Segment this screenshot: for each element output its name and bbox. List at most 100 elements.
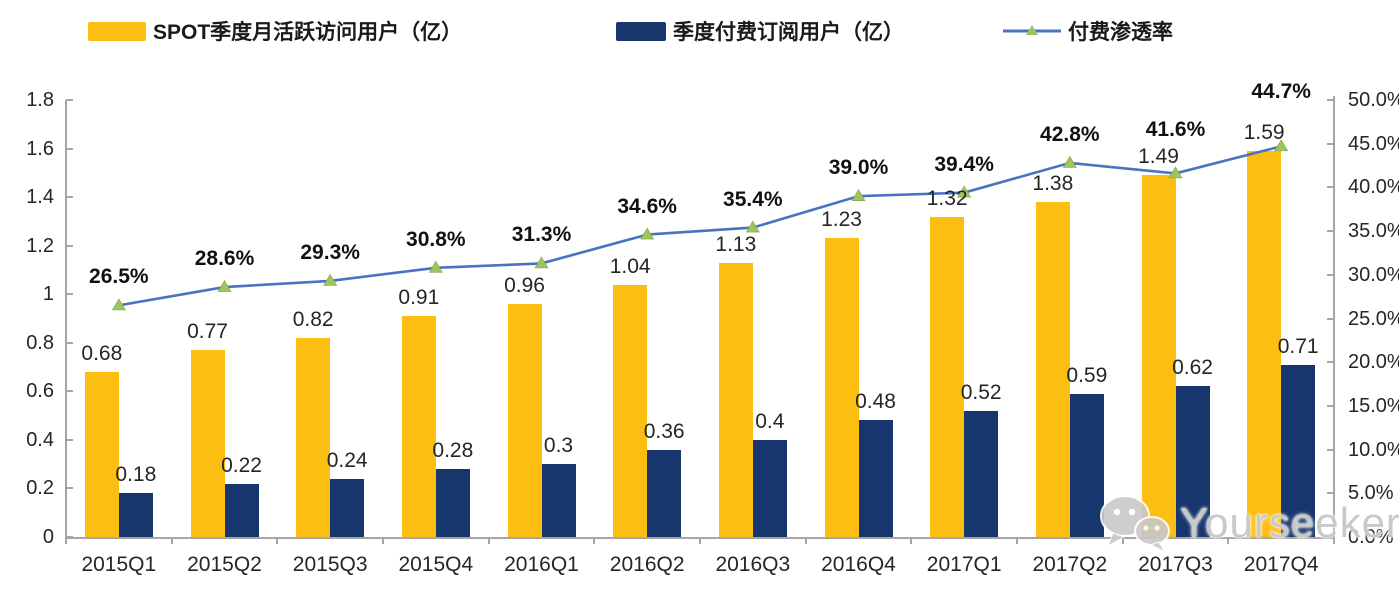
right-axis-tick-label: 35.0% (1348, 220, 1399, 243)
left-axis-tick-label: 0.8 (26, 331, 54, 354)
right-axis-tick-label: 30.0% (1348, 263, 1399, 286)
legend-label-mau: SPOT季度月活跃访问用户（亿） (153, 21, 463, 44)
mau-bar (84, 371, 119, 537)
penetration-label: 29.3% (300, 240, 360, 264)
left-axis-tick-label: 1.6 (26, 137, 54, 160)
x-axis-label: 2016Q2 (609, 553, 685, 576)
triangle-marker (745, 220, 760, 233)
watermark-text: Yourseeker (1180, 499, 1399, 546)
x-axis-tick (382, 537, 384, 544)
subscribers-value-label: 0.22 (221, 453, 262, 477)
subscribers-bar (224, 483, 259, 537)
penetration-line-icon (1003, 25, 1061, 35)
subscribers-bar (1069, 393, 1104, 537)
subscribers-value-label: 0.28 (432, 439, 474, 463)
triangle-marker (323, 273, 338, 286)
subscribers-bar (1175, 386, 1210, 537)
x-axis-tick (170, 537, 173, 544)
right-axis-tick (1327, 361, 1334, 364)
x-axis-label: 2015Q2 (187, 553, 262, 576)
mau-value-label: 0.82 (292, 307, 334, 331)
penetration-label: 42.8% (1040, 122, 1100, 146)
x-axis-tick (1333, 537, 1335, 544)
x-axis-label: 2016Q4 (821, 553, 896, 576)
triangle-marker (1062, 155, 1077, 168)
right-axis-tick-label: 0.0% (1348, 526, 1394, 548)
subscribers-bar (752, 439, 787, 537)
x-axis-label: 2016Q1 (504, 553, 579, 576)
triangle-marker (217, 279, 232, 292)
right-axis-tick (1327, 230, 1334, 233)
subscribers-bar (858, 420, 893, 537)
subscribers-value-label: 0.62 (1172, 356, 1213, 380)
right-axis-line (1333, 96, 1335, 537)
subscribers-bar (435, 469, 470, 537)
left-axis-tick-label: 0 (42, 526, 54, 548)
penetration-label: 44.7% (1251, 80, 1311, 104)
left-axis-tick (66, 293, 73, 296)
x-axis-tick (1016, 537, 1018, 544)
subscribers-bar (541, 464, 576, 537)
legend-item-subscribers: 季度付费订阅用户（亿） (616, 19, 904, 44)
mau-value-label: 0.68 (81, 341, 123, 365)
x-axis-tick (65, 537, 67, 544)
subscribers-value-label: 0.18 (115, 463, 157, 487)
penetration-label: 26.5% (89, 265, 149, 289)
left-axis-tick-label: 0.4 (26, 428, 54, 451)
penetration-label: 35.4% (723, 187, 783, 211)
mau-bar (718, 262, 753, 537)
right-axis-tick (1327, 142, 1334, 145)
subscribers-value-label: 0.4 (755, 409, 785, 433)
left-axis-tick (66, 244, 73, 247)
penetration-label: 31.3% (511, 223, 572, 247)
mau-value-label: 1.38 (1032, 171, 1074, 195)
penetration-label: 39.4% (934, 152, 994, 176)
right-axis-tick-label: 25.0% (1348, 307, 1399, 330)
x-axis-tick (910, 537, 913, 544)
x-axis-tick (804, 537, 807, 544)
mau-bar (613, 284, 648, 537)
triangle-marker (534, 256, 549, 269)
subscribers-bar (1281, 364, 1316, 537)
subscribers-value-label: 0.71 (1277, 334, 1319, 358)
right-axis-tick (1327, 492, 1334, 495)
triangle-marker (111, 298, 126, 311)
x-axis-label: 2015Q4 (398, 553, 474, 576)
x-axis-label: 2015Q1 (81, 553, 157, 576)
right-axis-tick (1327, 404, 1334, 407)
left-axis-tick (66, 147, 73, 150)
x-axis-tick (487, 537, 490, 544)
right-axis-tick-label: 20.0% (1348, 351, 1399, 374)
x-axis-tick (1227, 537, 1230, 544)
penetration-label: 30.8% (406, 227, 466, 251)
x-axis-tick (1121, 537, 1124, 544)
x-axis-label: 2015Q3 (292, 553, 368, 576)
mau-value-label: 1.49 (1138, 145, 1179, 169)
right-axis-tick-label: 10.0% (1348, 438, 1399, 461)
right-axis-tick-label: 15.0% (1348, 394, 1399, 417)
subscribers-value-label: 0.52 (960, 380, 1002, 404)
left-axis-line (65, 100, 67, 537)
right-axis-tick (1327, 317, 1334, 320)
right-axis-tick (1327, 448, 1334, 451)
mau-bar (930, 216, 965, 537)
subscribers-value-label: 0.24 (326, 448, 368, 472)
left-axis-tick (66, 390, 73, 393)
legend-label-subscribers: 季度付费订阅用户（亿） (673, 21, 904, 44)
mau-value-label: 1.04 (609, 254, 651, 278)
subscribers-bar (964, 410, 999, 537)
penetration-label: 39.0% (828, 156, 889, 180)
left-axis-tick (66, 196, 73, 199)
triangle-marker (851, 189, 866, 201)
watermark: Yourseeker (1098, 492, 1399, 554)
left-axis-tick-label: 0.2 (26, 477, 54, 500)
subscribers-bar (647, 449, 682, 537)
mau-value-label: 1.59 (1243, 120, 1285, 144)
x-axis-label: 2017Q3 (1138, 553, 1213, 576)
mau-bar (824, 238, 859, 537)
right-axis-tick (1327, 186, 1334, 189)
x-axis-tick (276, 537, 279, 544)
left-axis-tick-label: 0.6 (26, 380, 54, 403)
